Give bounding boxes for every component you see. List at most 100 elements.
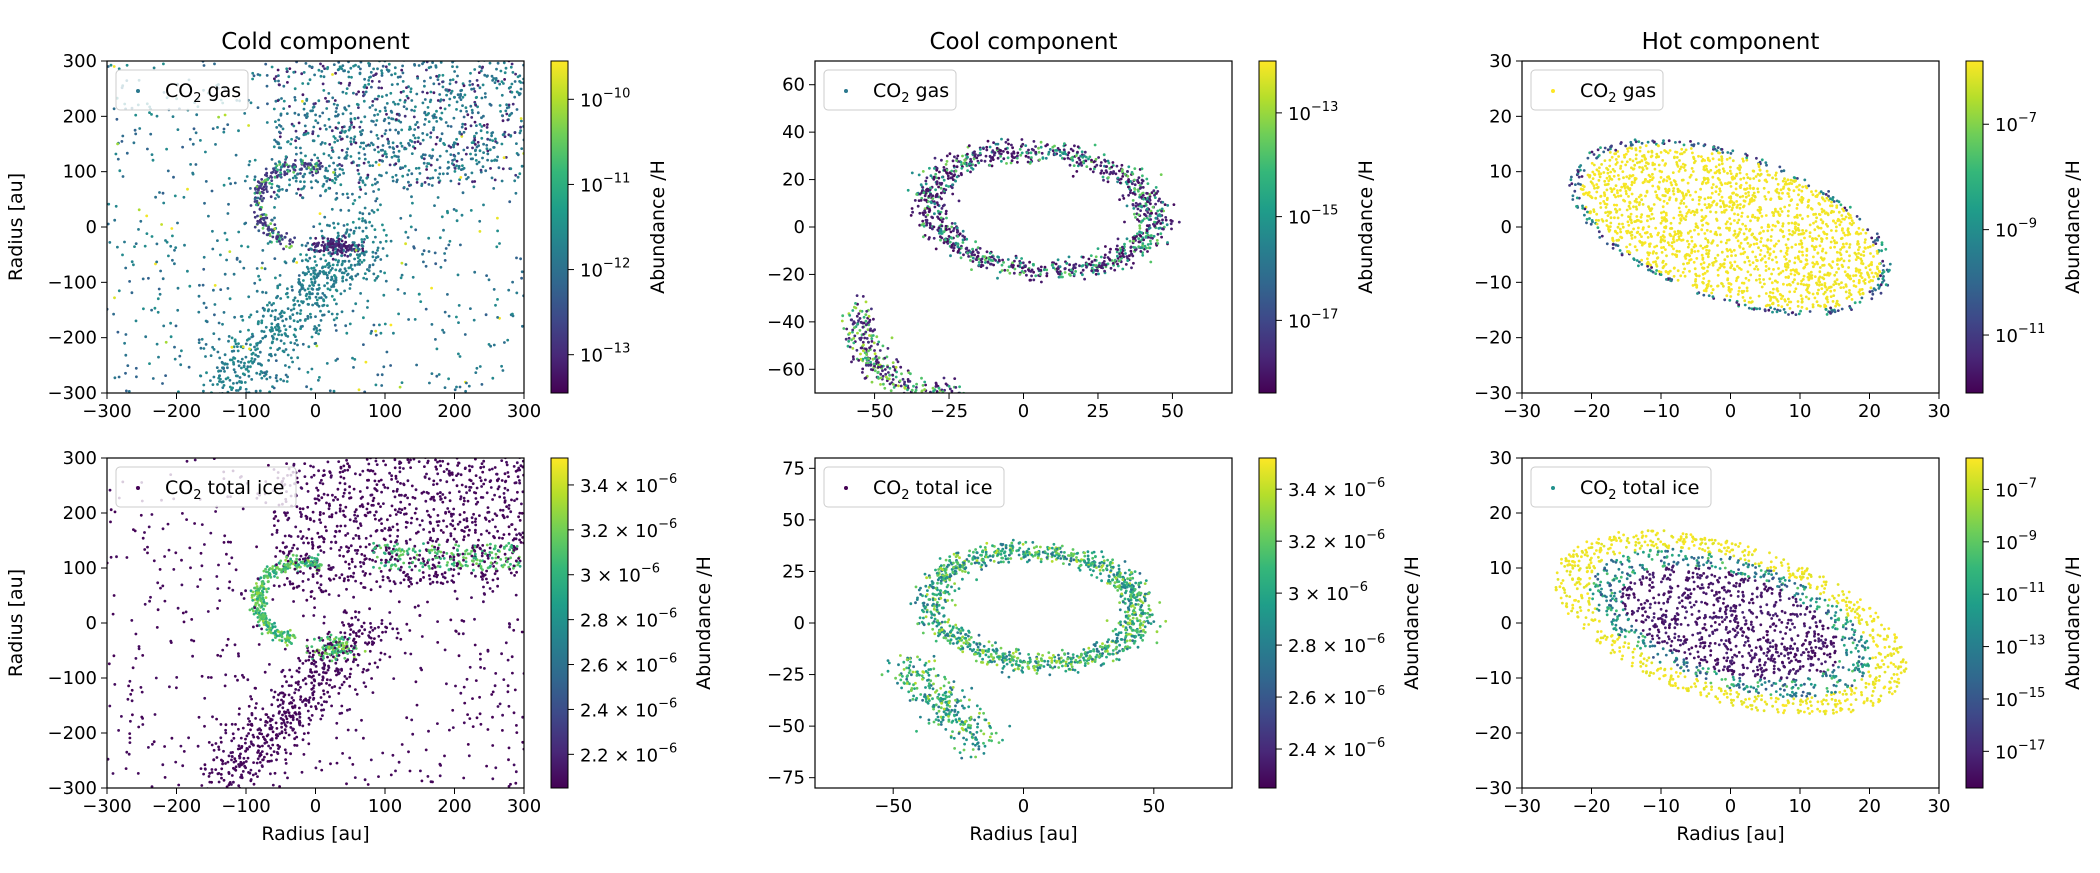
data-point <box>248 347 251 351</box>
data-point <box>308 64 311 68</box>
data-point <box>974 240 977 244</box>
data-point <box>304 294 308 298</box>
data-point <box>345 278 348 282</box>
data-point <box>331 73 334 76</box>
data-point <box>928 236 931 239</box>
data-point <box>946 177 950 180</box>
data-point <box>268 375 272 379</box>
data-point <box>415 181 419 184</box>
data-point <box>251 361 255 365</box>
data-point <box>295 152 298 156</box>
data-point <box>1139 250 1143 253</box>
data-point <box>332 285 336 288</box>
data-point <box>1123 242 1126 246</box>
data-point <box>344 240 348 244</box>
data-point <box>1070 156 1073 160</box>
data-point <box>310 65 314 69</box>
data-point <box>432 128 435 132</box>
data-point <box>161 191 165 195</box>
data-point <box>281 349 285 353</box>
data-point <box>447 243 451 247</box>
data-point <box>342 171 345 175</box>
data-point <box>1614 148 1618 152</box>
data-point <box>1653 167 1657 171</box>
data-point <box>327 186 331 190</box>
data-point <box>264 183 267 186</box>
data-point <box>1833 245 1836 249</box>
data-point <box>1728 298 1732 302</box>
data-point <box>1146 250 1149 253</box>
data-point <box>489 167 492 170</box>
data-point <box>503 54 506 57</box>
data-point <box>936 228 940 232</box>
data-point <box>1121 194 1125 198</box>
data-point <box>383 152 387 156</box>
data-point <box>1710 191 1714 195</box>
data-point <box>191 142 195 146</box>
data-point <box>179 363 183 367</box>
data-point <box>382 293 386 297</box>
data-point <box>1072 272 1076 276</box>
data-point <box>1707 279 1711 283</box>
data-point <box>910 388 914 392</box>
data-point <box>293 303 297 306</box>
data-point <box>486 55 489 58</box>
data-point <box>940 197 943 201</box>
data-point <box>519 117 523 120</box>
data-point <box>952 174 956 178</box>
data-point <box>318 269 322 273</box>
data-point <box>288 242 292 246</box>
data-point <box>935 180 939 184</box>
data-point <box>1075 154 1078 158</box>
data-point <box>920 196 924 200</box>
data-point <box>1125 204 1129 208</box>
data-point <box>511 102 515 106</box>
data-point <box>279 297 283 300</box>
data-point <box>1734 187 1738 191</box>
data-point <box>275 337 279 341</box>
data-point <box>1669 221 1673 225</box>
data-point <box>501 369 505 372</box>
data-point <box>318 167 322 171</box>
data-point <box>514 72 517 76</box>
data-point <box>329 268 333 272</box>
data-point <box>1707 263 1711 266</box>
data-point <box>377 80 381 83</box>
data-point <box>334 359 338 362</box>
data-point <box>1019 153 1023 157</box>
data-point <box>1140 181 1144 185</box>
data-point <box>363 157 367 161</box>
data-point <box>1610 178 1614 181</box>
data-point <box>292 307 296 311</box>
data-point <box>262 196 265 200</box>
data-point <box>370 209 374 212</box>
data-point <box>918 192 922 196</box>
data-point <box>304 129 308 133</box>
data-point <box>1000 269 1004 272</box>
data-point <box>1144 202 1148 205</box>
data-point <box>410 108 414 112</box>
data-point <box>490 58 493 61</box>
data-point <box>1835 250 1839 254</box>
data-point <box>393 66 397 70</box>
data-point <box>1047 152 1050 156</box>
data-point <box>188 284 192 288</box>
data-point <box>920 376 923 380</box>
data-point <box>263 178 267 182</box>
data-point <box>416 76 420 80</box>
data-point <box>1715 185 1718 189</box>
data-point <box>1139 209 1142 213</box>
colorbar-tick-label: 10−10 <box>580 86 630 111</box>
data-point <box>498 82 502 86</box>
data-point <box>966 169 969 173</box>
data-point <box>1134 201 1138 205</box>
data-point <box>372 323 376 327</box>
data-point <box>509 167 513 171</box>
data-point <box>866 321 870 325</box>
data-point <box>302 107 306 111</box>
data-point <box>1016 154 1019 158</box>
data-point <box>311 130 315 134</box>
data-point <box>1805 262 1809 266</box>
data-point <box>1652 217 1655 220</box>
data-point <box>977 257 981 261</box>
